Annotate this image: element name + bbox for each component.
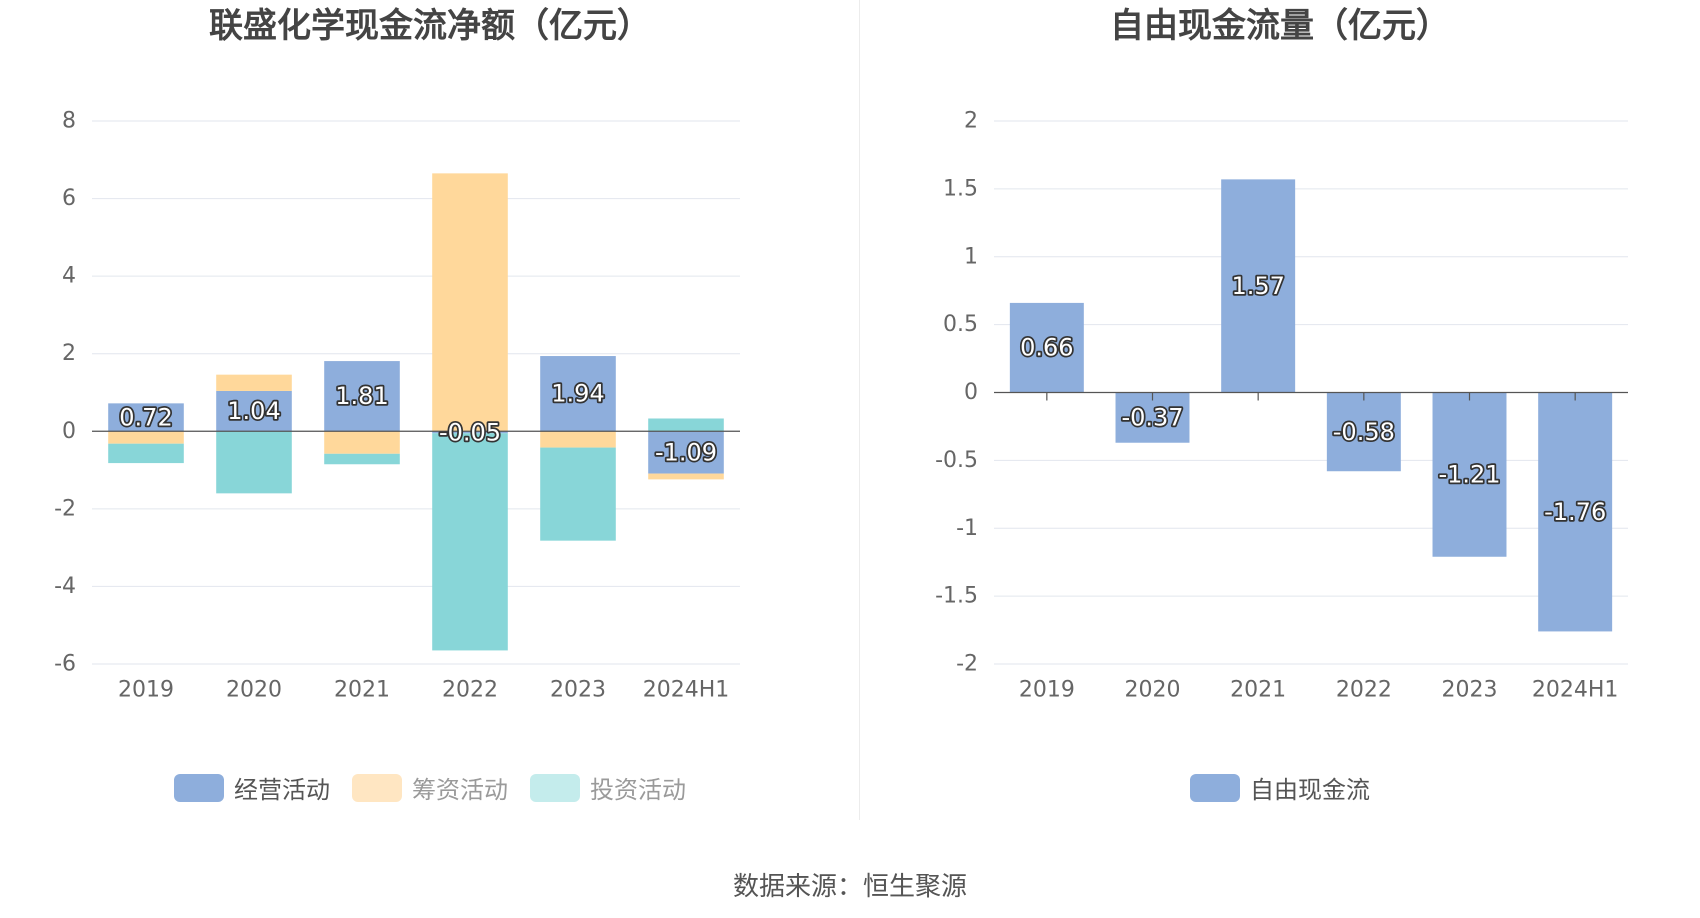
x-tick-label: 2020 (226, 678, 282, 703)
data-label: -1.76 (1544, 498, 1606, 526)
data-label: -0.05 (439, 418, 501, 446)
bar-segment (108, 431, 184, 444)
y-tick-label: 1.5 (943, 176, 978, 201)
data-label: 1.57 (1231, 272, 1284, 300)
bar-segment (540, 447, 616, 541)
y-tick-label: 0 (62, 419, 76, 444)
bar (1221, 179, 1296, 393)
y-tick-label: 1 (964, 244, 978, 269)
x-tick-label: 2019 (1019, 678, 1075, 703)
data-label: -0.58 (1333, 418, 1395, 446)
y-tick-label: -4 (54, 574, 76, 599)
data-label: 1.94 (551, 380, 604, 408)
y-tick-label: -1 (956, 516, 978, 541)
x-tick-label: 2024H1 (1532, 678, 1619, 703)
x-tick-label: 2020 (1125, 678, 1181, 703)
x-tick-label: 2022 (1336, 678, 1392, 703)
bar-segment (216, 431, 292, 494)
y-tick-label: 0.5 (943, 312, 978, 337)
x-tick-label: 2023 (550, 678, 606, 703)
cash-flow-chart-panel: 联盛化学现金流净额（亿元） 8 6 4 2 0 -2 -4 -6 2019 2020 2021 202… (0, 0, 860, 820)
bar-segment (432, 431, 508, 434)
legend: 自由现金流 (860, 770, 1700, 805)
y-tick-label: -1.5 (935, 584, 978, 609)
x-tick-label: 2022 (442, 678, 498, 703)
bar (1009, 302, 1084, 393)
legend-item-financing[interactable]: 筹资活动 (352, 770, 508, 805)
bar (1115, 392, 1190, 443)
bar-segment (108, 403, 184, 432)
panel-divider (859, 0, 860, 820)
y-tick-label: -6 (54, 652, 76, 677)
data-label: 1.04 (227, 397, 280, 425)
bar-segment (540, 356, 616, 432)
x-tick-label: 2021 (1230, 678, 1286, 703)
legend-label: 自由现金流 (1250, 776, 1370, 804)
data-label: -1.09 (655, 438, 717, 466)
chart-title: 自由现金流量（亿元） (1110, 6, 1450, 46)
bar-segment (540, 431, 616, 448)
bar-segment (216, 390, 292, 432)
bar-segment (648, 431, 724, 474)
legend-label: 经营活动 (234, 776, 330, 804)
bar-segment (432, 173, 508, 432)
bar-segment (432, 433, 508, 651)
data-label: -1.21 (1438, 461, 1500, 489)
y-tick-label: 6 (62, 186, 76, 211)
x-tick-label: 2019 (118, 678, 174, 703)
bar-segment (324, 453, 400, 465)
free-cash-flow-chart-panel: 自由现金流量（亿元） 2 1.5 1 0.5 0 -0.5 -1 -1.5 -2 2019 2020… (860, 0, 1700, 820)
bar-segment (216, 374, 292, 391)
cash-flow-stacked-bar-chart: 8 6 4 2 0 -2 -4 -6 2019 2020 2021 2022 2023 2024H1 0.7… (54, 109, 740, 703)
bar (1432, 392, 1507, 557)
data-label: 0.72 (119, 403, 172, 431)
legend-label: 筹资活动 (412, 776, 508, 804)
legend-swatch (530, 773, 580, 802)
y-tick-label: -2 (956, 652, 978, 677)
legend-item-operating[interactable]: 经营活动 (174, 770, 330, 805)
bar-segment (324, 431, 400, 454)
legend-swatch (174, 773, 224, 802)
legend-swatch (352, 773, 402, 802)
y-tick-label: 2 (964, 109, 978, 134)
data-source: 数据来源：恒生聚源 (732, 872, 967, 902)
legend-swatch (1190, 773, 1240, 802)
y-tick-label: 0 (964, 380, 978, 405)
x-tick-label: 2024H1 (643, 678, 730, 703)
y-tick-label: 2 (62, 341, 76, 366)
bar-segment (108, 443, 184, 464)
legend-item-investing[interactable]: 投资活动 (530, 770, 686, 805)
y-tick-label: -0.5 (935, 448, 978, 473)
y-tick-label: 4 (62, 264, 76, 289)
data-label: 1.81 (335, 382, 388, 410)
data-label: -0.37 (1121, 404, 1183, 432)
x-tick-label: 2023 (1442, 678, 1498, 703)
legend-label: 投资活动 (590, 776, 686, 804)
legend: 经营活动 筹资活动 投资活动 (0, 770, 860, 805)
y-tick-label: -2 (54, 496, 76, 521)
free-cash-flow-bar-chart: 2 1.5 1 0.5 0 -0.5 -1 -1.5 -2 2019 2020 2021 2022 202… (935, 109, 1628, 703)
chart-title: 联盛化学现金流净额（亿元） (209, 6, 651, 46)
legend-item-free-cash-flow[interactable]: 自由现金流 (1190, 770, 1370, 805)
x-tick-label: 2021 (334, 678, 390, 703)
bar-segment (648, 473, 724, 480)
bar (1326, 392, 1401, 472)
bar-segment (648, 418, 724, 432)
bar-segment (324, 361, 400, 432)
bar (1538, 392, 1613, 632)
y-tick-label: 8 (62, 109, 76, 134)
data-label: 0.66 (1020, 334, 1073, 362)
